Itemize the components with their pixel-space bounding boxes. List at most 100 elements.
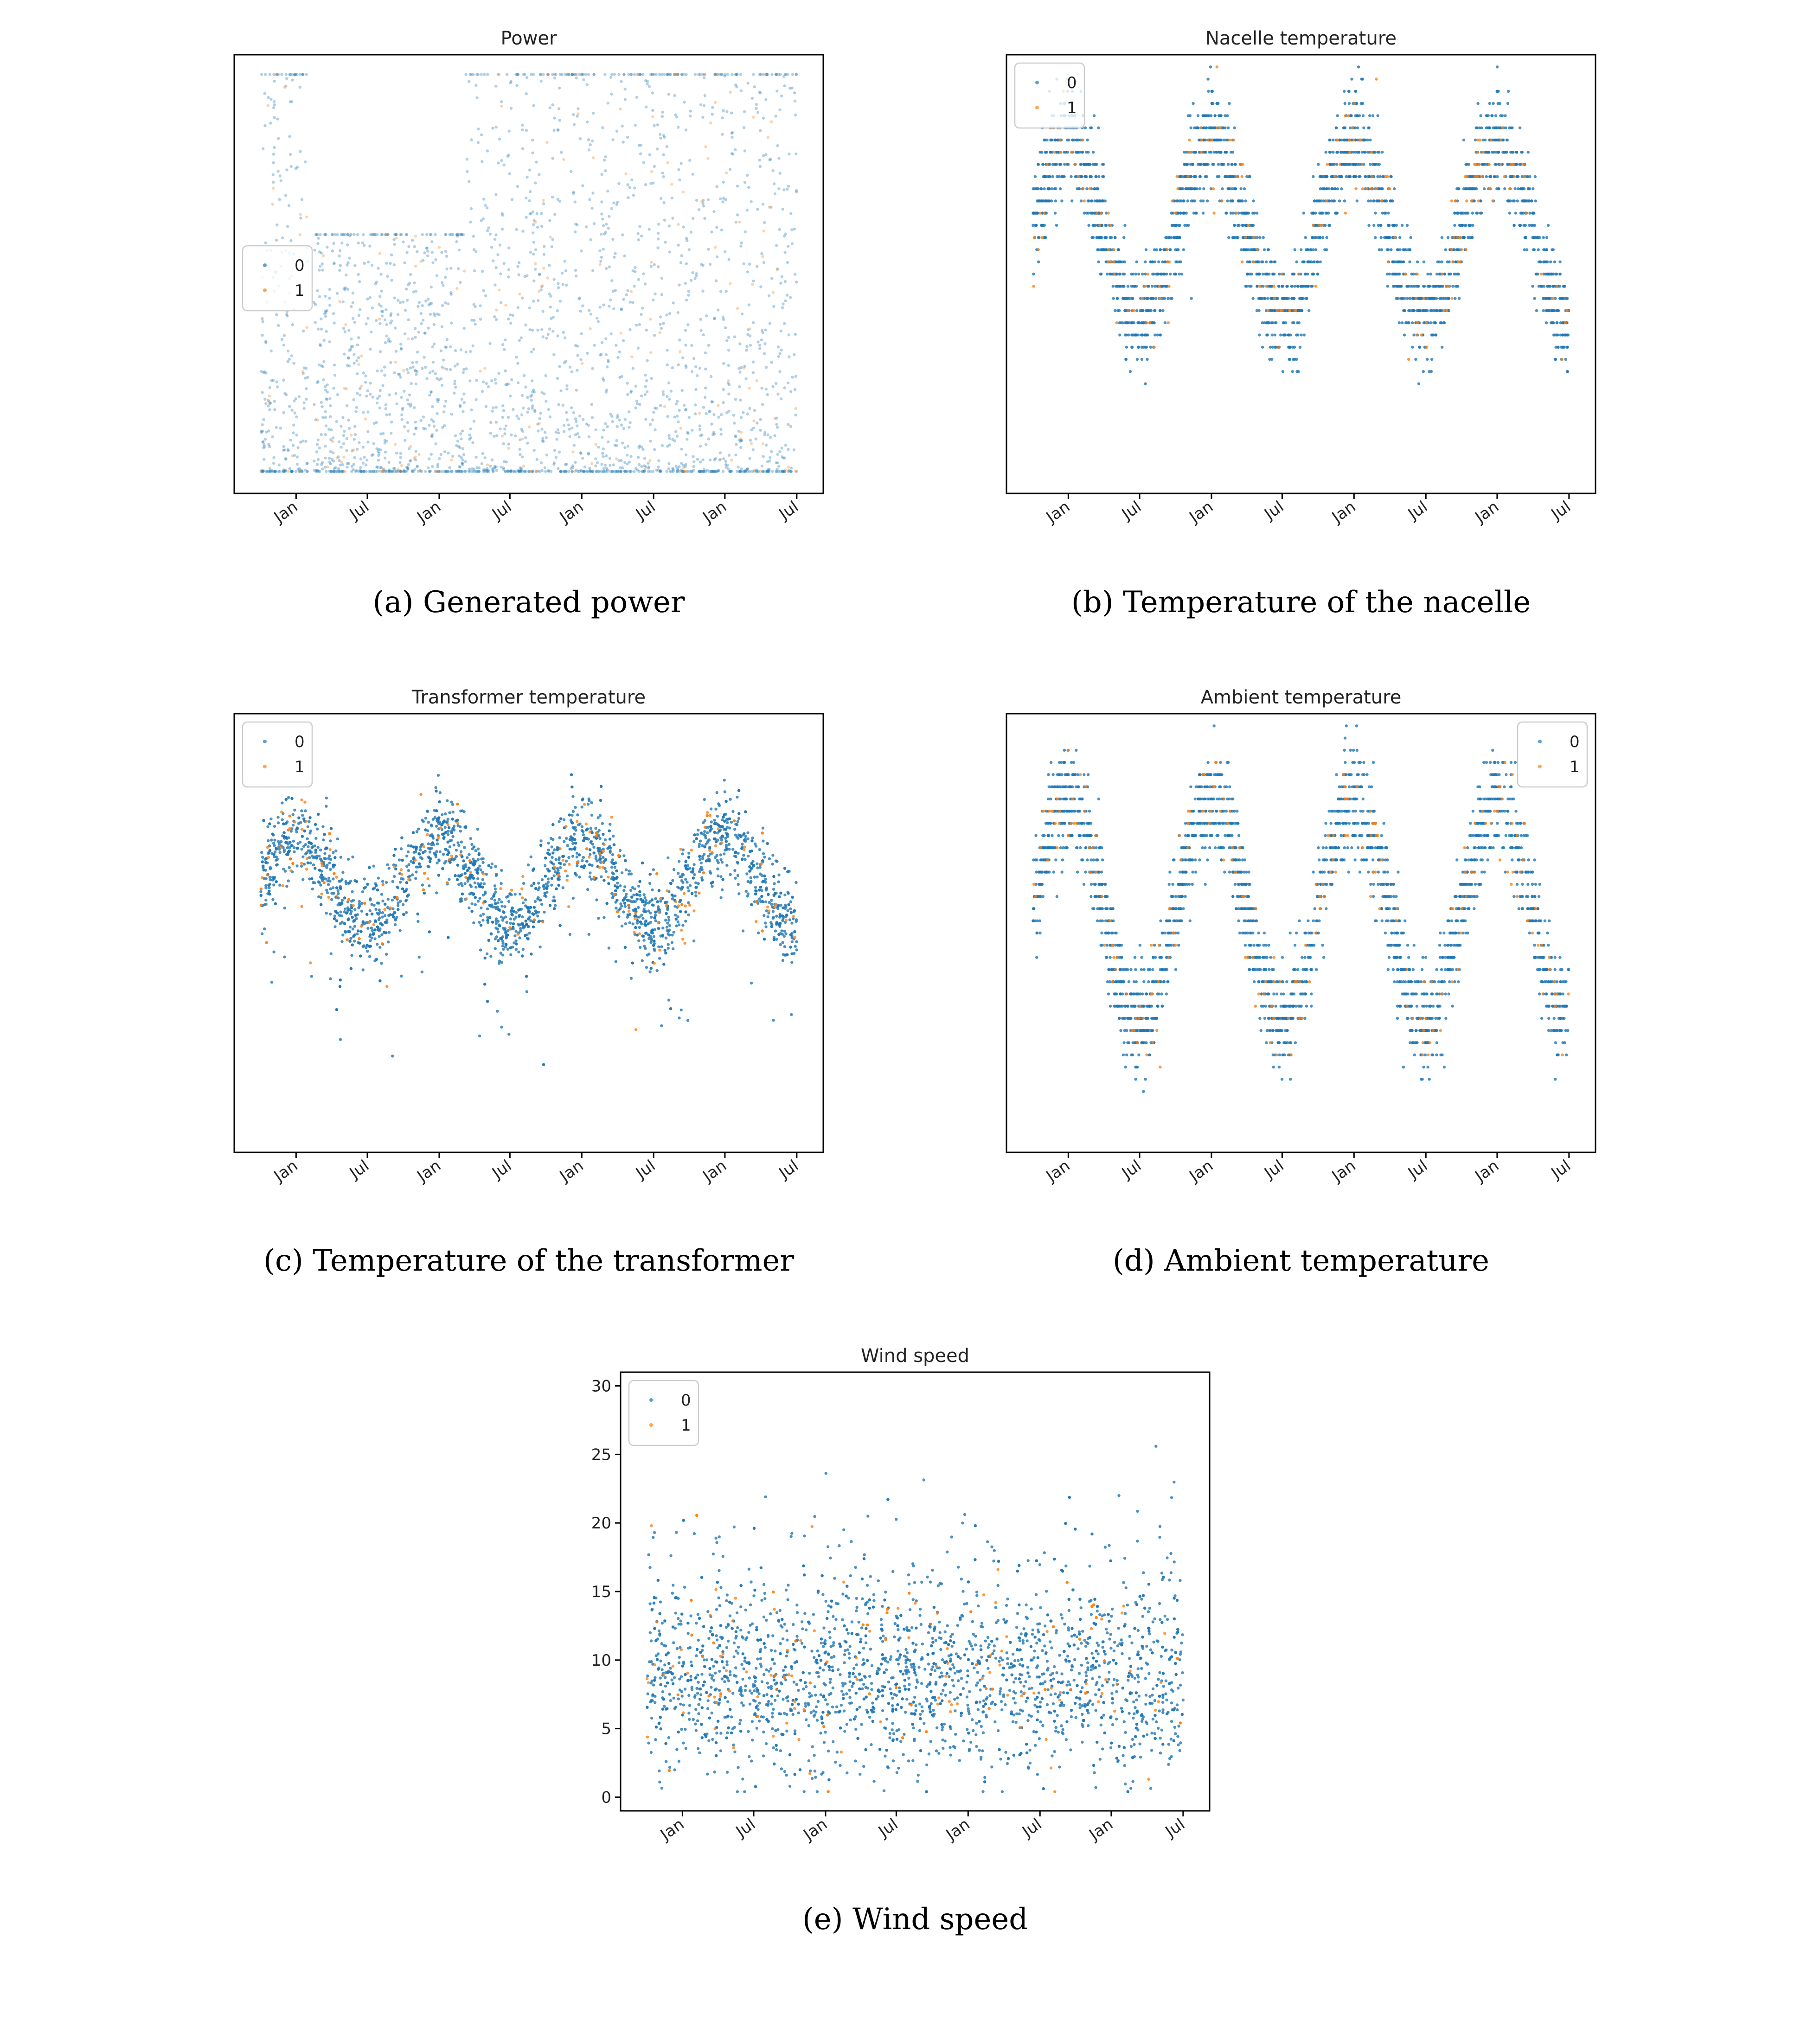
data-point <box>1242 211 1245 215</box>
data-point <box>699 460 702 464</box>
data-point <box>540 224 544 228</box>
data-point <box>380 289 384 293</box>
data-point <box>391 470 394 473</box>
data-point <box>417 331 421 334</box>
data-point <box>284 194 288 197</box>
data-point <box>346 233 350 237</box>
data-point <box>1324 211 1327 215</box>
data-point <box>553 449 557 452</box>
data-point <box>573 200 577 204</box>
data-point <box>789 470 793 473</box>
data-point <box>1135 358 1139 361</box>
data-point <box>375 319 378 322</box>
data-point <box>782 470 785 473</box>
data-point <box>556 428 560 431</box>
data-point <box>756 340 760 344</box>
data-point <box>415 361 418 364</box>
data-point <box>468 180 471 183</box>
data-point <box>681 470 685 473</box>
data-point <box>659 197 663 200</box>
data-point <box>1243 187 1246 191</box>
data-point <box>708 262 712 266</box>
data-point <box>742 262 745 266</box>
data-point <box>622 73 626 76</box>
data-point <box>434 258 437 262</box>
data-point <box>1038 199 1041 203</box>
data-point <box>755 265 759 268</box>
data-point <box>542 198 545 202</box>
data-point <box>734 73 737 76</box>
data-point <box>687 294 690 297</box>
data-point <box>359 393 362 396</box>
data-point <box>735 73 738 76</box>
data-point <box>481 452 485 455</box>
data-point <box>328 288 331 291</box>
data-point <box>657 468 660 472</box>
data-point <box>538 422 541 425</box>
data-point <box>403 261 406 264</box>
data-point <box>1374 211 1377 215</box>
data-point <box>288 467 291 470</box>
data-point <box>333 467 336 470</box>
data-point <box>341 470 345 473</box>
data-point <box>439 349 443 352</box>
data-point <box>496 253 500 256</box>
data-point <box>1466 236 1470 239</box>
data-point <box>1045 151 1048 154</box>
data-point <box>775 426 779 429</box>
data-point <box>267 443 270 446</box>
data-point <box>1063 151 1066 154</box>
data-point <box>529 395 532 398</box>
data-point <box>500 104 503 108</box>
data-point <box>519 467 523 470</box>
data-point <box>1311 236 1314 239</box>
data-point <box>332 460 335 463</box>
data-point <box>301 439 305 443</box>
data-point <box>622 427 626 430</box>
data-point <box>388 468 391 472</box>
data-point <box>736 213 739 217</box>
data-point <box>559 470 563 473</box>
data-point <box>1227 163 1230 166</box>
data-point <box>575 76 578 80</box>
data-point <box>706 157 710 160</box>
data-point <box>610 207 614 210</box>
data-point <box>285 393 288 396</box>
data-point <box>1177 248 1180 251</box>
data-point <box>600 470 603 473</box>
data-point <box>412 457 416 460</box>
data-point <box>554 455 558 459</box>
data-point <box>1281 370 1284 373</box>
data-point <box>338 470 342 473</box>
data-point <box>568 435 571 438</box>
data-point <box>652 410 655 414</box>
data-point <box>430 250 434 254</box>
data-point <box>398 373 401 376</box>
data-point <box>316 418 320 422</box>
data-point <box>605 365 609 369</box>
data-point <box>414 235 417 238</box>
data-point <box>1043 187 1046 191</box>
data-point <box>761 470 764 473</box>
data-point <box>1462 236 1465 239</box>
data-point <box>280 338 284 341</box>
data-point <box>382 470 385 473</box>
data-point <box>787 185 790 188</box>
data-point <box>752 115 755 119</box>
data-point <box>385 469 388 473</box>
data-point <box>500 100 503 103</box>
data-point <box>507 246 511 249</box>
data-point <box>399 347 403 350</box>
data-point <box>1229 175 1233 178</box>
data-point <box>586 352 589 355</box>
data-point <box>653 334 656 337</box>
data-point <box>275 238 278 242</box>
data-point <box>1204 175 1207 178</box>
data-point <box>1097 260 1100 263</box>
data-point <box>1231 175 1235 178</box>
data-point <box>551 195 554 199</box>
data-point <box>591 156 595 160</box>
data-point <box>1101 163 1104 166</box>
data-point <box>272 161 275 165</box>
data-point <box>548 219 551 222</box>
